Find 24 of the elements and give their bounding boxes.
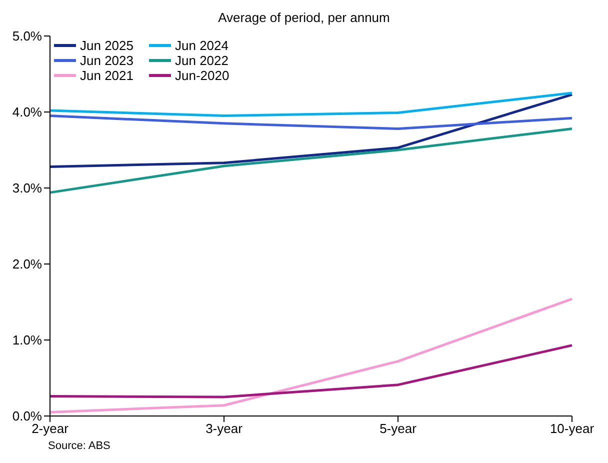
legend-label: Jun 2022 — [175, 53, 228, 68]
y-tick-label: 1.0% — [12, 332, 42, 348]
line-series — [48, 114, 574, 130]
line-series — [48, 344, 574, 398]
legend-label: Jun 2024 — [175, 38, 228, 53]
x-tick-label: 5-year — [380, 421, 418, 436]
legend-label: Jun 2023 — [80, 53, 134, 68]
line-series — [48, 92, 574, 118]
x-tick-label: 3-year — [206, 421, 244, 436]
y-tick-label: 2.0% — [12, 256, 42, 272]
source-note: Source: ABS — [47, 440, 112, 452]
line-series — [48, 127, 574, 194]
y-tick-label: 4.0% — [12, 104, 42, 120]
legend-label: Jun 2025 — [80, 38, 134, 53]
chart-title: Average of period, per annum — [217, 9, 391, 27]
line-series — [48, 298, 574, 414]
legend-label: Jun 2021 — [80, 68, 134, 83]
y-tick-label: 0.0% — [12, 408, 42, 424]
legend-label: Jun-2020 — [175, 68, 230, 83]
y-tick-label: 5.0% — [12, 28, 42, 44]
y-tick-label: 3.0% — [12, 180, 42, 196]
x-tick-label: 2-year — [32, 421, 70, 436]
x-tick-label: 10-year — [550, 421, 595, 436]
line-series — [48, 93, 574, 168]
